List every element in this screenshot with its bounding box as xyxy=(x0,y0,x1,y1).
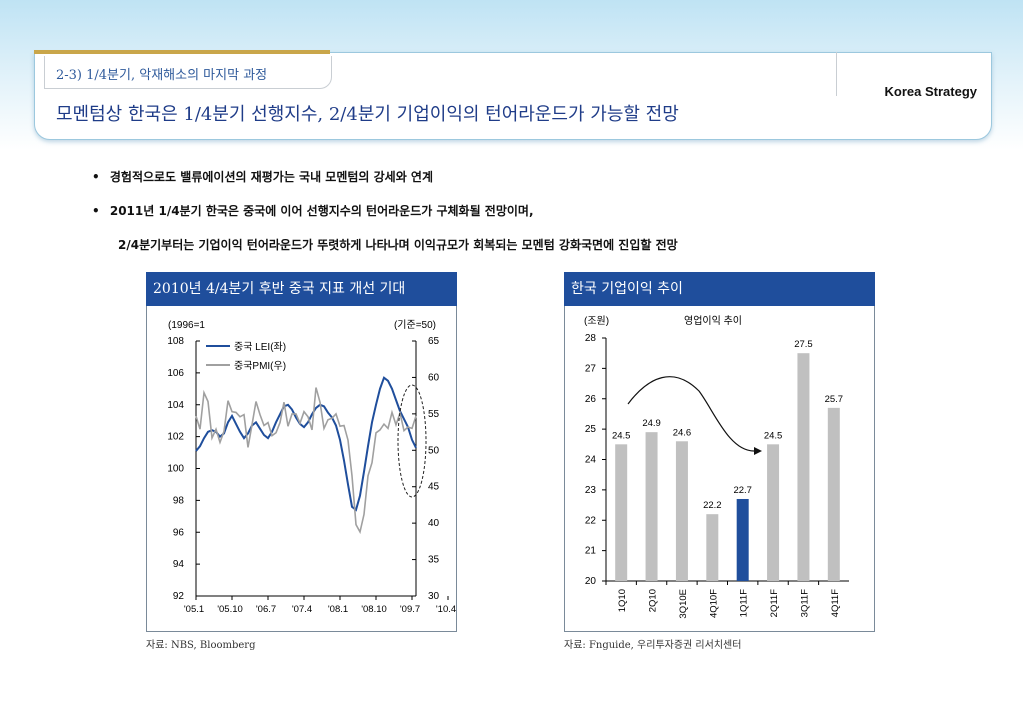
x-tick-label: '06.7 xyxy=(256,604,276,615)
bar-1Q11F xyxy=(736,498,749,581)
y-tick-label: 23 xyxy=(585,485,597,496)
right-tick-label: 45 xyxy=(428,482,440,493)
x-tick-label: 4Q11F xyxy=(830,589,841,618)
x-tick-label: '09.7 xyxy=(400,604,420,615)
left-tick-label: 98 xyxy=(173,495,185,506)
bar-value-label: 24.6 xyxy=(673,427,692,438)
x-tick-label: 2Q10 xyxy=(648,589,659,612)
x-tick-label: '08.1 xyxy=(328,604,348,615)
left-tick-label: 106 xyxy=(167,368,184,379)
bar-value-label: 24.9 xyxy=(642,418,661,429)
right-tick-label: 50 xyxy=(428,445,440,456)
bar-value-label: 24.5 xyxy=(764,430,783,441)
x-tick-label: 1Q10 xyxy=(617,589,628,612)
bullet-1-text: 경험적으로도 밸류에이션의 재평가는 국내 모멘텀의 강세와 연계 xyxy=(109,170,434,184)
x-tick-label: 2Q11F xyxy=(769,589,780,618)
left-tick-label: 102 xyxy=(167,432,184,443)
right-source: 자료: Fnguide, 우리투자증권 리서치센터 xyxy=(564,640,742,651)
bullet-mark: • xyxy=(92,204,100,218)
right-chart-title: 한국 기업이익 추이 xyxy=(564,272,875,306)
accent-bar xyxy=(34,50,330,54)
left-source: 자료: NBS, Bloomberg xyxy=(146,640,256,651)
left-tick-label: 100 xyxy=(167,464,184,475)
bar-3Q10E xyxy=(675,441,688,581)
line-legend: 중국 LEI(좌) 중국PMI(우) xyxy=(206,341,286,372)
x-tick-label: '10.4 xyxy=(436,604,456,615)
bar-axis-unit: (조원) xyxy=(584,315,609,327)
x-tick-label: '08.10 xyxy=(361,604,387,615)
header-divider xyxy=(836,52,837,96)
brand-label: Korea Strategy xyxy=(884,84,977,99)
x-tick-label: '07.4 xyxy=(292,604,312,615)
y-tick-label: 27 xyxy=(585,363,597,374)
bar-4Q11F xyxy=(827,407,840,581)
x-tick-label: 3Q11F xyxy=(799,589,810,618)
left-tick-label: 94 xyxy=(173,559,185,570)
section-tab xyxy=(44,56,332,89)
left-axis-unit: (1996=1 xyxy=(168,320,205,331)
line-chart: (1996=1 (기준=50) 108 106 104 102 100 98 96 94 92 6… xyxy=(167,319,456,615)
x-tick-label: '05.10 xyxy=(217,604,243,615)
bullet-2-continuation: 2/4분기부터는 기업이익 턴어라운드가 뚜렷하게 나타나며 이익규모가 회복되… xyxy=(118,238,678,252)
bar-subtitle: 영업이익 추이 xyxy=(684,314,742,327)
x-tick-label: 3Q10E xyxy=(678,589,689,619)
left-tick-label: 108 xyxy=(167,336,184,347)
bar-3Q11F xyxy=(797,353,810,581)
section-label: 2-3) 1/4분기, 악재해소의 마지막 과정 xyxy=(56,68,268,83)
bullet-1: • 경험적으로도 밸류에이션의 재평가는 국내 모멘텀의 강세와 연계 xyxy=(92,168,433,185)
right-tick-label: 65 xyxy=(428,336,440,347)
right-axis-unit: (기준=50) xyxy=(394,319,436,331)
bar-chart: (조원) 영업이익 추이 28 27 26 25 24 23 22 21 20 1Q10 2Q10 3… xyxy=(584,314,849,619)
left-tick-label: 92 xyxy=(173,591,185,602)
trend-arrow xyxy=(627,376,755,452)
y-tick-label: 24 xyxy=(585,455,597,466)
bar-value-label: 24.5 xyxy=(612,430,631,441)
left-tick-label: 104 xyxy=(167,400,184,411)
series-line-lei xyxy=(195,376,417,512)
right-tick-label: 30 xyxy=(428,591,440,602)
trend-arrowhead xyxy=(754,447,762,455)
y-tick-label: 28 xyxy=(585,333,597,344)
left-chart-panel xyxy=(146,272,457,632)
series-line-pmi xyxy=(195,387,417,535)
y-tick-label: 25 xyxy=(585,424,597,435)
y-tick-label: 21 xyxy=(585,546,597,557)
highlight-ellipse xyxy=(397,384,427,498)
page-title: 모멘텀상 한국은 1/4분기 선행지수, 2/4분기 기업이익의 턴어라운드가 … xyxy=(56,104,679,125)
y-tick-label: 22 xyxy=(585,515,597,526)
bar-2Q10 xyxy=(645,432,658,581)
bullet-2-text: 2011년 1/4분기 한국은 중국에 이어 선행지수의 턴어라운드가 구체화될… xyxy=(109,204,534,218)
right-tick-label: 40 xyxy=(428,518,440,529)
bar-value-label: 22.7 xyxy=(733,485,752,496)
x-tick-label: 4Q10F xyxy=(708,589,719,618)
y-tick-label: 26 xyxy=(585,394,597,405)
x-tick-label: 1Q11F xyxy=(739,589,750,618)
left-chart-title: 2010년 4/4분기 후반 중국 지표 개선 기대 xyxy=(146,272,457,306)
bar-value-label: 25.7 xyxy=(825,394,844,405)
legend-label-pmi: 중국PMI(우) xyxy=(234,360,286,372)
right-tick-label: 35 xyxy=(428,555,440,566)
right-tick-label: 60 xyxy=(428,372,440,383)
y-tick-label: 20 xyxy=(585,576,597,587)
left-tick-label: 96 xyxy=(173,527,185,538)
bar-value-label: 22.2 xyxy=(703,500,722,511)
legend-label-lei: 중국 LEI(좌) xyxy=(234,341,286,353)
right-tick-label: 55 xyxy=(428,409,440,420)
bar-2Q11F xyxy=(767,444,780,581)
bar-4Q10F xyxy=(706,514,719,581)
x-tick-label: '05.1 xyxy=(184,604,204,615)
bullet-2: • 2011년 1/4분기 한국은 중국에 이어 선행지수의 턴어라운드가 구체… xyxy=(92,202,534,219)
bullet-mark: • xyxy=(92,170,100,184)
bar-1Q10 xyxy=(615,444,628,581)
bar-value-label: 27.5 xyxy=(794,339,813,350)
